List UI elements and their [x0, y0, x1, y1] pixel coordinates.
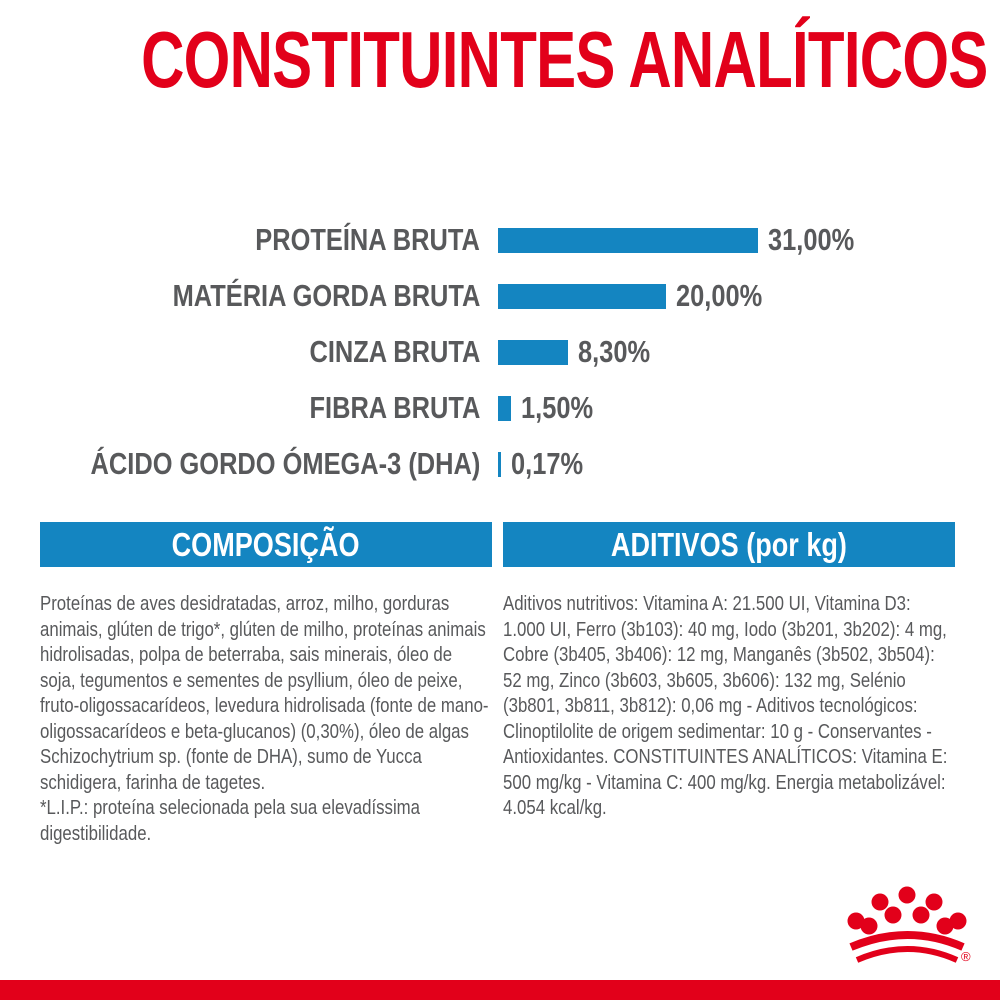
additives-header-text: ADITIVOS (por kg) — [610, 525, 848, 563]
bar-value: 1,50% — [520, 390, 593, 425]
additives-header: ADITIVOS (por kg) — [503, 522, 955, 567]
bar-value: 31,00% — [768, 222, 855, 257]
registered-mark: ® — [961, 949, 971, 964]
additives-text: Aditivos nutritivos: Vitamina A: 21.500 … — [503, 592, 948, 819]
chart-row: FIBRA BRUTA 1,50% — [0, 380, 1000, 436]
info-columns: COMPOSIÇÃO Proteínas de aves desidratada… — [40, 522, 955, 846]
bottom-red-bar — [0, 980, 1000, 1000]
composition-header-text: COMPOSIÇÃO — [172, 525, 360, 563]
additives-section: ADITIVOS (por kg) Aditivos nutritivos: V… — [503, 522, 955, 846]
chart-row: CINZA BRUTA 8,30% — [0, 324, 1000, 380]
page-title-text: CONSTITUINTES ANALÍTICOS — [141, 15, 988, 104]
bar-value: 0,17% — [511, 446, 584, 481]
bar-label: FIBRA BRUTA — [309, 390, 480, 425]
bar-value: 20,00% — [675, 278, 762, 313]
composition-ingredients-text: Proteínas de aves desidratadas, arroz, m… — [40, 592, 489, 794]
royal-canin-crown-icon: ® — [843, 883, 973, 968]
additives-body: Aditivos nutritivos: Vitamina A: 21.500 … — [503, 591, 955, 821]
bar-label: PROTEÍNA BRUTA — [255, 222, 480, 257]
bar — [498, 227, 758, 253]
composition-section: COMPOSIÇÃO Proteínas de aves desidratada… — [40, 522, 492, 846]
bar-label: ÁCIDO GORDO ÓMEGA-3 (DHA) — [90, 446, 480, 481]
constituents-bar-chart: PROTEÍNA BRUTA 31,00% MATÉRIA GORDA BRUTA 2… — [0, 212, 1000, 492]
bar-label: MATÉRIA GORDA BRUTA — [172, 278, 480, 313]
bar — [498, 339, 568, 365]
composition-body: Proteínas de aves desidratadas, arroz, m… — [40, 591, 492, 846]
composition-header: COMPOSIÇÃO — [40, 522, 492, 567]
page-title: CONSTITUINTES ANALÍTICOS — [0, 20, 1000, 100]
bar — [498, 395, 511, 421]
bar-value: 8,30% — [577, 334, 650, 369]
chart-row: ÁCIDO GORDO ÓMEGA-3 (DHA) 0,17% — [0, 436, 1000, 492]
chart-row: MATÉRIA GORDA BRUTA 20,00% — [0, 268, 1000, 324]
bar-label: CINZA BRUTA — [309, 334, 480, 369]
chart-row: PROTEÍNA BRUTA 31,00% — [0, 212, 1000, 268]
composition-footnote-text: *L.I.P.: proteína selecionada pela sua e… — [40, 796, 421, 845]
bar — [498, 283, 666, 309]
bar — [498, 451, 501, 477]
